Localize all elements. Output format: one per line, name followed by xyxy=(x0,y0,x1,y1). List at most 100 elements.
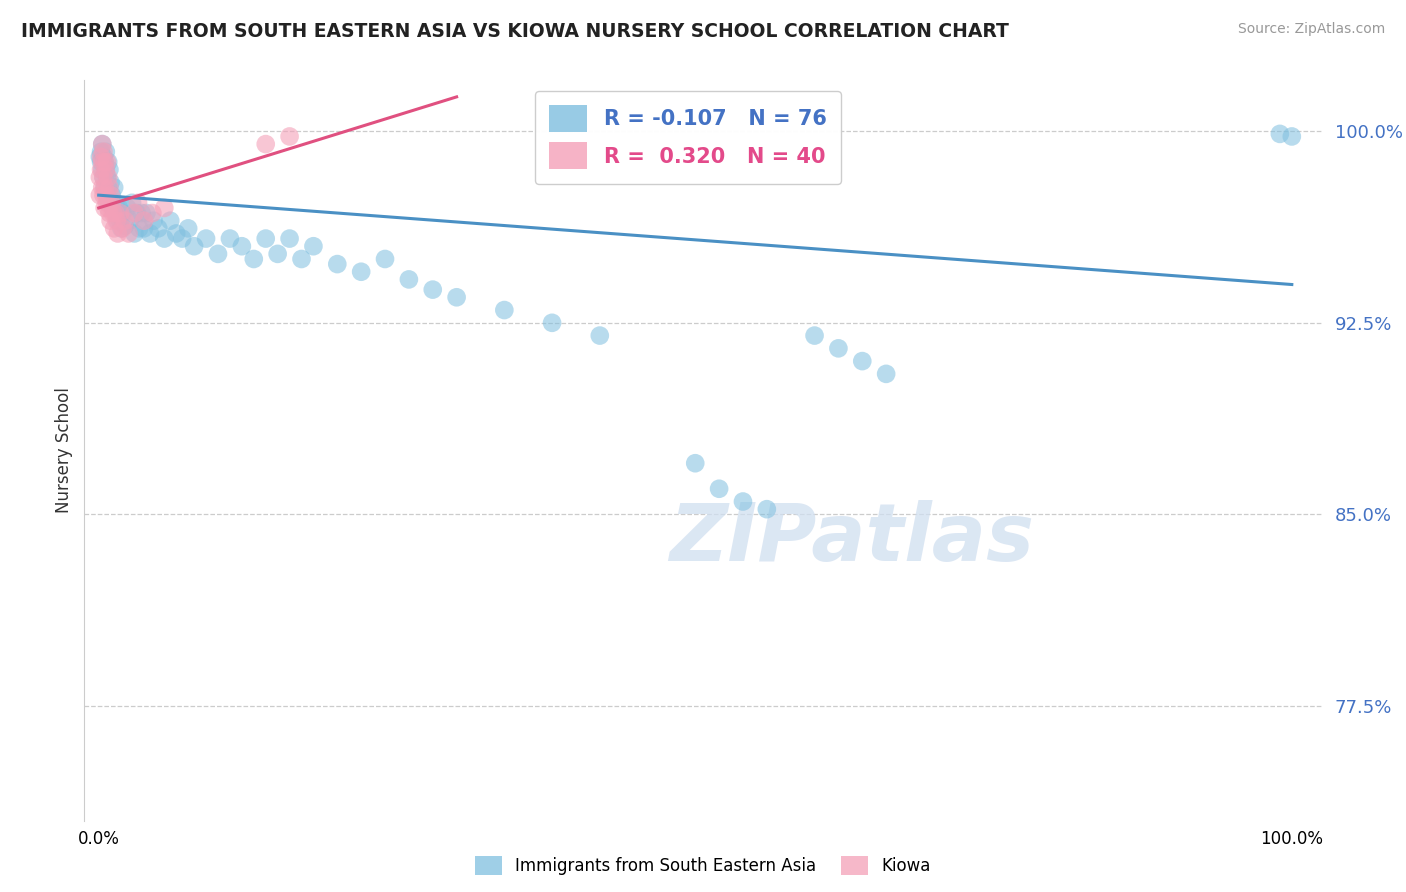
Point xyxy=(124,206,146,220)
Point xyxy=(851,354,873,368)
Point xyxy=(142,213,165,227)
Point xyxy=(93,170,115,185)
Point xyxy=(219,231,242,245)
Point xyxy=(97,180,120,194)
Point xyxy=(132,221,155,235)
Point xyxy=(117,227,139,241)
Point xyxy=(125,206,148,220)
Point xyxy=(93,155,115,169)
Point xyxy=(93,155,115,169)
Point xyxy=(177,221,200,235)
Point xyxy=(132,213,155,227)
Point xyxy=(183,239,205,253)
Point xyxy=(91,137,114,152)
Point xyxy=(101,188,124,202)
Point xyxy=(100,188,122,202)
Point xyxy=(105,213,128,227)
Text: ZIPatlas: ZIPatlas xyxy=(669,500,1033,578)
Point xyxy=(111,221,134,235)
Point xyxy=(254,231,277,245)
Point xyxy=(101,206,124,220)
Point xyxy=(159,213,181,227)
Point xyxy=(101,195,124,210)
Point xyxy=(91,137,114,152)
Point xyxy=(93,170,115,185)
Point xyxy=(93,201,115,215)
Point xyxy=(243,252,266,266)
Legend: Immigrants from South Eastern Asia, Kiowa: Immigrants from South Eastern Asia, Kiow… xyxy=(468,849,938,882)
Point xyxy=(398,272,420,286)
Point xyxy=(93,150,115,164)
Point xyxy=(124,227,146,241)
Point xyxy=(108,201,131,215)
Point xyxy=(93,145,115,159)
Point xyxy=(104,206,127,220)
Point xyxy=(290,252,312,266)
Point xyxy=(278,231,301,245)
Point xyxy=(96,155,118,169)
Point xyxy=(114,213,136,227)
Point xyxy=(97,201,120,215)
Point xyxy=(139,227,162,241)
Point xyxy=(100,213,122,227)
Point xyxy=(94,145,117,159)
Point xyxy=(731,494,754,508)
Point xyxy=(107,227,129,241)
Point xyxy=(254,137,277,152)
Point xyxy=(93,188,115,202)
Point xyxy=(278,129,301,144)
Point xyxy=(803,328,825,343)
Point xyxy=(141,206,163,220)
Point xyxy=(91,155,114,169)
Point xyxy=(89,150,111,164)
Point xyxy=(326,257,349,271)
Point xyxy=(302,239,325,253)
Point xyxy=(148,221,170,235)
Point xyxy=(494,303,516,318)
Point xyxy=(541,316,564,330)
Point xyxy=(96,195,118,210)
Point xyxy=(127,195,149,210)
Point xyxy=(96,170,118,185)
Point xyxy=(707,482,730,496)
Point xyxy=(446,290,468,304)
Point xyxy=(103,221,125,235)
Point xyxy=(103,180,125,194)
Point xyxy=(827,342,849,356)
Point xyxy=(94,162,117,177)
Point xyxy=(131,206,153,220)
Point xyxy=(135,206,157,220)
Point xyxy=(165,227,187,241)
Point xyxy=(94,162,117,177)
Point xyxy=(98,206,121,220)
Point xyxy=(97,155,120,169)
Point xyxy=(104,195,127,210)
Y-axis label: Nursery School: Nursery School xyxy=(55,387,73,514)
Point xyxy=(1281,129,1303,144)
Text: Source: ZipAtlas.com: Source: ZipAtlas.com xyxy=(1237,22,1385,37)
Point xyxy=(98,195,121,210)
Legend: R = -0.107   N = 76, R =  0.320   N = 40: R = -0.107 N = 76, R = 0.320 N = 40 xyxy=(534,91,841,184)
Point xyxy=(96,188,118,202)
Point xyxy=(172,231,194,245)
Point xyxy=(91,180,114,194)
Point xyxy=(108,213,131,227)
Point xyxy=(94,188,117,202)
Point xyxy=(111,206,134,220)
Point xyxy=(90,145,112,159)
Point xyxy=(98,180,121,194)
Point xyxy=(683,456,706,470)
Point xyxy=(350,265,373,279)
Point xyxy=(117,201,139,215)
Point xyxy=(755,502,778,516)
Point xyxy=(114,219,136,233)
Text: IMMIGRANTS FROM SOUTH EASTERN ASIA VS KIOWA NURSERY SCHOOL CORRELATION CHART: IMMIGRANTS FROM SOUTH EASTERN ASIA VS KI… xyxy=(21,22,1010,41)
Point xyxy=(100,175,122,189)
Point xyxy=(101,201,124,215)
Point xyxy=(105,206,128,220)
Point xyxy=(90,150,112,164)
Point xyxy=(266,247,288,261)
Point xyxy=(93,180,115,194)
Point xyxy=(90,155,112,169)
Point xyxy=(89,188,111,202)
